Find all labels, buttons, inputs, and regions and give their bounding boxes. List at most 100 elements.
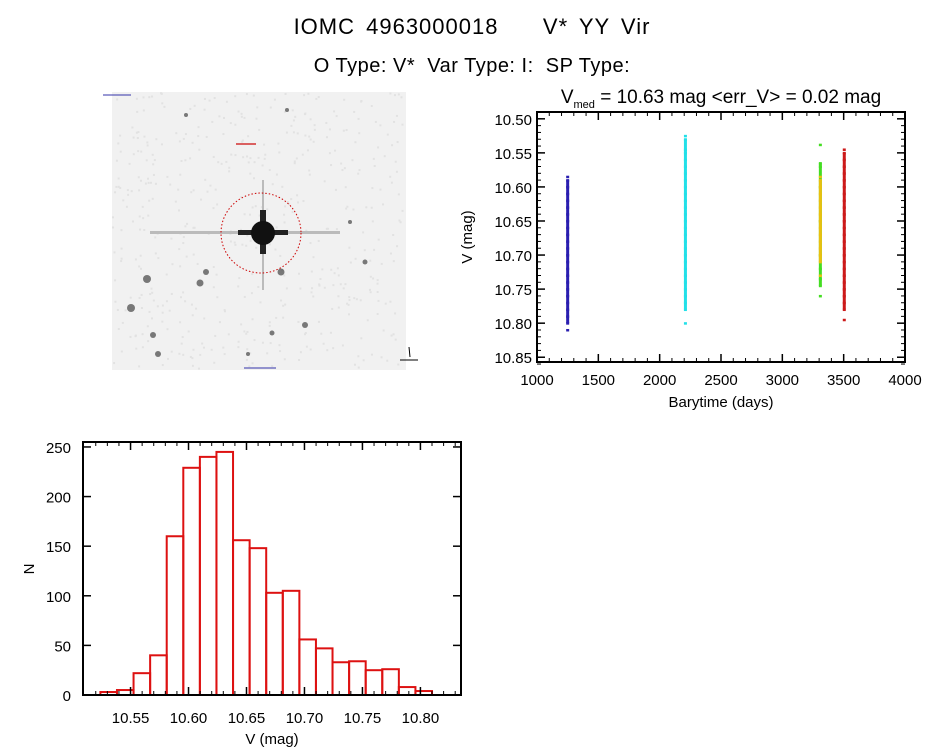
noise-pixel: [353, 363, 356, 366]
noise-pixel: [309, 242, 312, 245]
data-point: [683, 294, 687, 298]
star: [143, 275, 151, 283]
data-point: [566, 322, 570, 325]
noise-pixel: [212, 207, 215, 210]
noise-pixel: [258, 128, 261, 131]
noise-pixel: [160, 92, 163, 95]
noise-pixel: [354, 257, 357, 260]
noise-pixel: [237, 110, 240, 113]
noise-pixel: [191, 364, 194, 367]
noise-pixel: [305, 345, 308, 348]
x-axis-label: V (mag): [245, 731, 298, 747]
noise-pixel: [340, 162, 343, 165]
noise-pixel: [182, 236, 185, 239]
noise-pixel: [190, 191, 193, 194]
data-point: [683, 247, 687, 250]
noise-pixel: [380, 356, 383, 359]
noise-pixel: [392, 233, 395, 236]
star: [127, 304, 135, 312]
noise-pixel: [180, 342, 183, 345]
noise-pixel: [115, 185, 118, 188]
noise-pixel: [191, 314, 194, 317]
noise-pixel: [230, 153, 233, 156]
noise-pixel: [182, 242, 185, 245]
noise-pixel: [182, 137, 185, 140]
noise-pixel: [389, 300, 392, 303]
data-point: [818, 165, 822, 168]
data-point: [683, 138, 687, 141]
noise-pixel: [143, 229, 146, 232]
noise-pixel: [189, 157, 192, 160]
noise-pixel: [220, 162, 223, 165]
noise-pixel: [393, 120, 396, 123]
noise-pixel: [341, 169, 344, 172]
noise-pixel: [119, 150, 122, 153]
noise-pixel: [306, 149, 309, 152]
noise-pixel: [392, 333, 395, 336]
noise-pixel: [308, 169, 311, 172]
noise-pixel: [285, 131, 288, 134]
noise-pixel: [192, 189, 195, 192]
noise-pixel: [302, 200, 305, 203]
noise-pixel: [137, 131, 140, 134]
noise-pixel: [326, 349, 329, 352]
noise-pixel: [394, 338, 397, 341]
noise-pixel: [243, 295, 246, 298]
noise-pixel: [208, 99, 211, 102]
noise-pixel: [191, 357, 194, 360]
x-tick-label: 3000: [766, 372, 799, 389]
noise-pixel: [135, 131, 138, 134]
data-point: [818, 206, 822, 209]
histogram-bar: [397, 686, 417, 696]
noise-pixel: [198, 148, 201, 151]
noise-pixel: [121, 321, 124, 324]
star: [277, 268, 285, 276]
noise-pixel: [341, 344, 344, 347]
noise-pixel: [249, 157, 252, 160]
noise-pixel: [318, 284, 321, 287]
noise-pixel: [333, 110, 336, 113]
noise-pixel: [334, 188, 337, 191]
data-point: [842, 165, 846, 168]
histogram-bar: [198, 455, 218, 696]
noise-pixel: [243, 116, 246, 119]
noise-pixel: [358, 169, 361, 172]
noise-pixel: [241, 139, 244, 142]
noise-pixel: [401, 123, 404, 126]
data-point: [683, 192, 687, 196]
noise-pixel: [278, 344, 281, 347]
x-tick-label: 2500: [704, 372, 737, 389]
noise-pixel: [137, 176, 140, 179]
x-tick-label: 10.60: [170, 710, 208, 727]
noise-pixel: [393, 94, 396, 97]
noise-pixel: [320, 332, 323, 335]
noise-pixel: [174, 200, 177, 203]
noise-pixel: [278, 151, 281, 154]
image-label: [103, 94, 131, 96]
noise-pixel: [120, 260, 123, 263]
noise-pixel: [161, 320, 164, 323]
data-point: [683, 172, 687, 175]
noise-pixel: [370, 206, 373, 209]
data-point: [842, 254, 846, 257]
noise-pixel: [268, 243, 271, 246]
noise-pixel: [362, 359, 365, 362]
y-tick-label: 100: [46, 589, 71, 606]
noise-pixel: [237, 346, 240, 349]
star: [269, 330, 275, 336]
noise-pixel: [303, 333, 306, 336]
noise-pixel: [179, 265, 182, 268]
noise-pixel: [370, 105, 373, 108]
noise-pixel: [352, 208, 355, 211]
data-point: [683, 219, 687, 223]
data-point: [818, 233, 822, 237]
noise-pixel: [294, 115, 297, 118]
noise-pixel: [246, 348, 249, 351]
noise-pixel: [138, 265, 141, 268]
noise-pixel: [145, 159, 148, 162]
noise-pixel: [148, 310, 151, 313]
data-column: [683, 139, 687, 310]
noise-pixel: [315, 97, 318, 100]
noise-pixel: [156, 305, 159, 308]
noise-pixel: [366, 319, 369, 322]
